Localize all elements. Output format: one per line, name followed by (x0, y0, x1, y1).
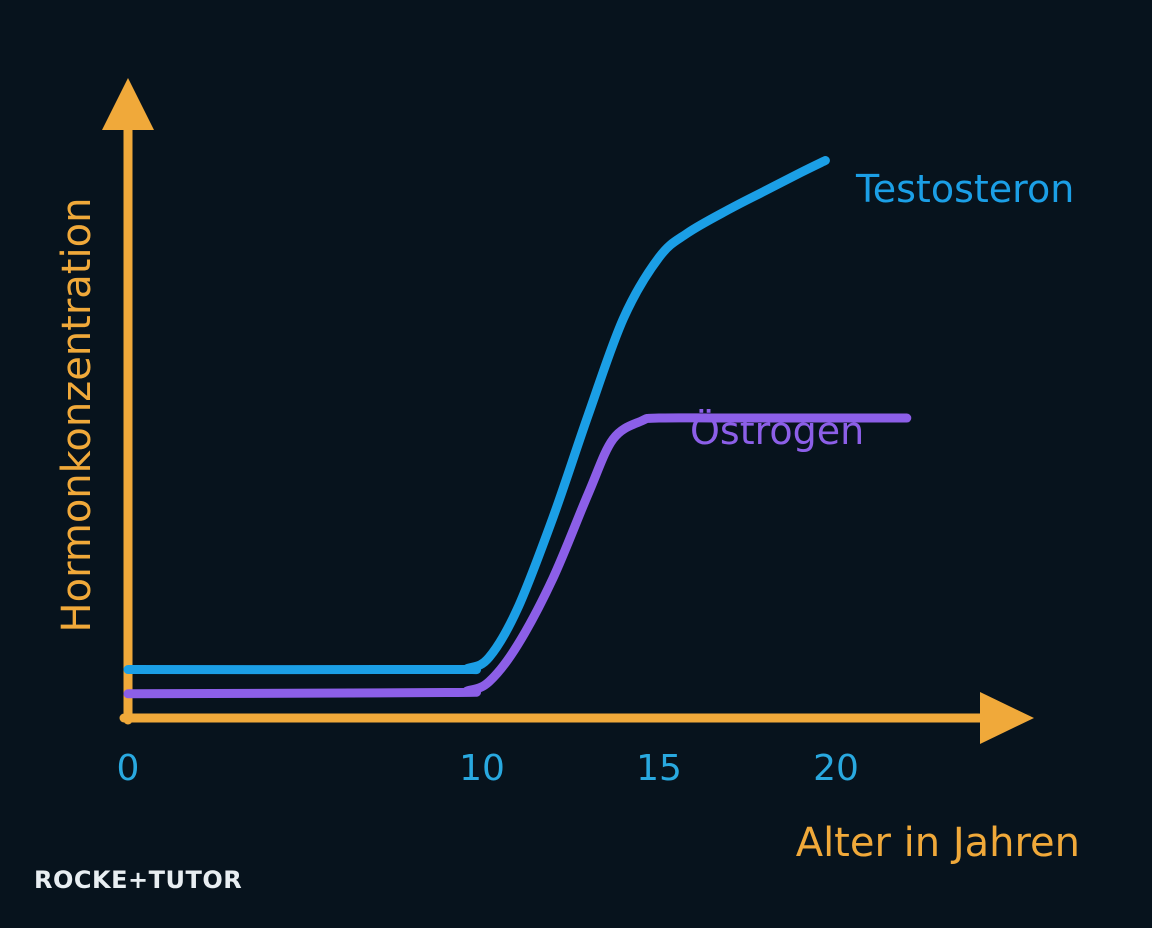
axes (102, 78, 1034, 744)
series-label-oestrogen: Östrogen (690, 409, 864, 453)
y-axis-label: Hormonkonzentration (54, 198, 100, 633)
brand-logo-text: ROCKE+TUTOR (34, 866, 243, 894)
series-line-1 (123, 413, 912, 699)
x-tick-label-2: 15 (636, 748, 682, 789)
x-tick-label-0: 0 (117, 748, 140, 789)
x-tick-label-1: 10 (459, 748, 505, 789)
x-tick-label-3: 20 (813, 748, 859, 789)
series-line-0 (123, 155, 830, 675)
x-tick-labels: 0 10 15 20 (117, 748, 859, 789)
series-layer (123, 155, 912, 699)
series-label-testosteron: Testosteron (855, 167, 1074, 211)
y-axis-arrowhead (102, 78, 154, 130)
x-axis-label: Alter in Jahren (796, 820, 1080, 866)
x-axis-arrowhead (980, 692, 1034, 744)
